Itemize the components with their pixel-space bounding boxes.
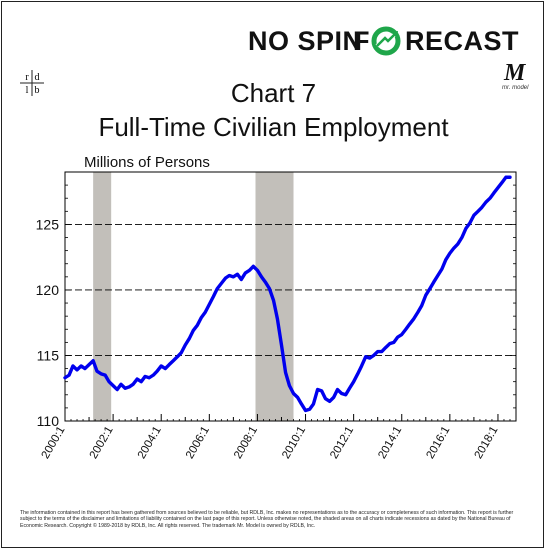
brand-no-spin: NO SPIN [248,26,363,56]
x-tick-label: 2008:1 [232,425,260,461]
x-tick-label: 2010:1 [280,425,308,461]
x-tick-label: 2014:1 [376,425,404,461]
mr-model-logo: M mr. model [500,60,534,94]
x-tick-label: 2002:1 [88,425,116,461]
recession-band-1 [93,172,112,421]
chart-title-line2: Full-Time Civilian Employment [98,112,449,142]
disclaimer-text: The information contained in this report… [20,510,514,529]
rdlb-right-top: d [35,72,40,83]
chart-title-line1: Chart 7 [230,78,317,108]
mr-model-caption: mr. model [502,85,529,91]
rdlb-logo: r d l b [18,68,46,98]
y-tick-label: 125 [36,216,60,232]
mr-model-mark: M [504,60,526,86]
units-label: Millions of Persons [84,154,210,171]
rdlb-cross-icon: r d l b [20,70,44,96]
x-tick-label: 2016:1 [424,425,452,461]
x-tick-label: 2004:1 [136,425,164,461]
green-arrow-o-icon [371,26,401,56]
x-tick-label: 2000:1 [40,425,68,461]
y-tick-label: 115 [37,347,60,363]
x-tick-label: 2006:1 [184,425,212,461]
rdlb-left-top: r [25,72,29,83]
y-tick-label: 120 [36,282,60,298]
y-tick-label: 110 [37,413,60,429]
plot-frame [64,171,517,422]
brand-forecast-rest: RECAST [405,26,520,56]
brand-logo: NO SPIN F RECAST [240,20,540,56]
employment-line [63,175,512,413]
tick-layer [64,171,517,422]
x-tick-label: 2012:1 [328,425,356,461]
grid-layer [65,223,516,356]
brand-forecast-f: F [353,26,370,56]
rdlb-right-bottom: b [35,85,40,96]
recession-layer [93,172,294,421]
x-tick-label: 2018:1 [473,424,501,460]
rdlb-left-bottom: l [26,85,29,96]
